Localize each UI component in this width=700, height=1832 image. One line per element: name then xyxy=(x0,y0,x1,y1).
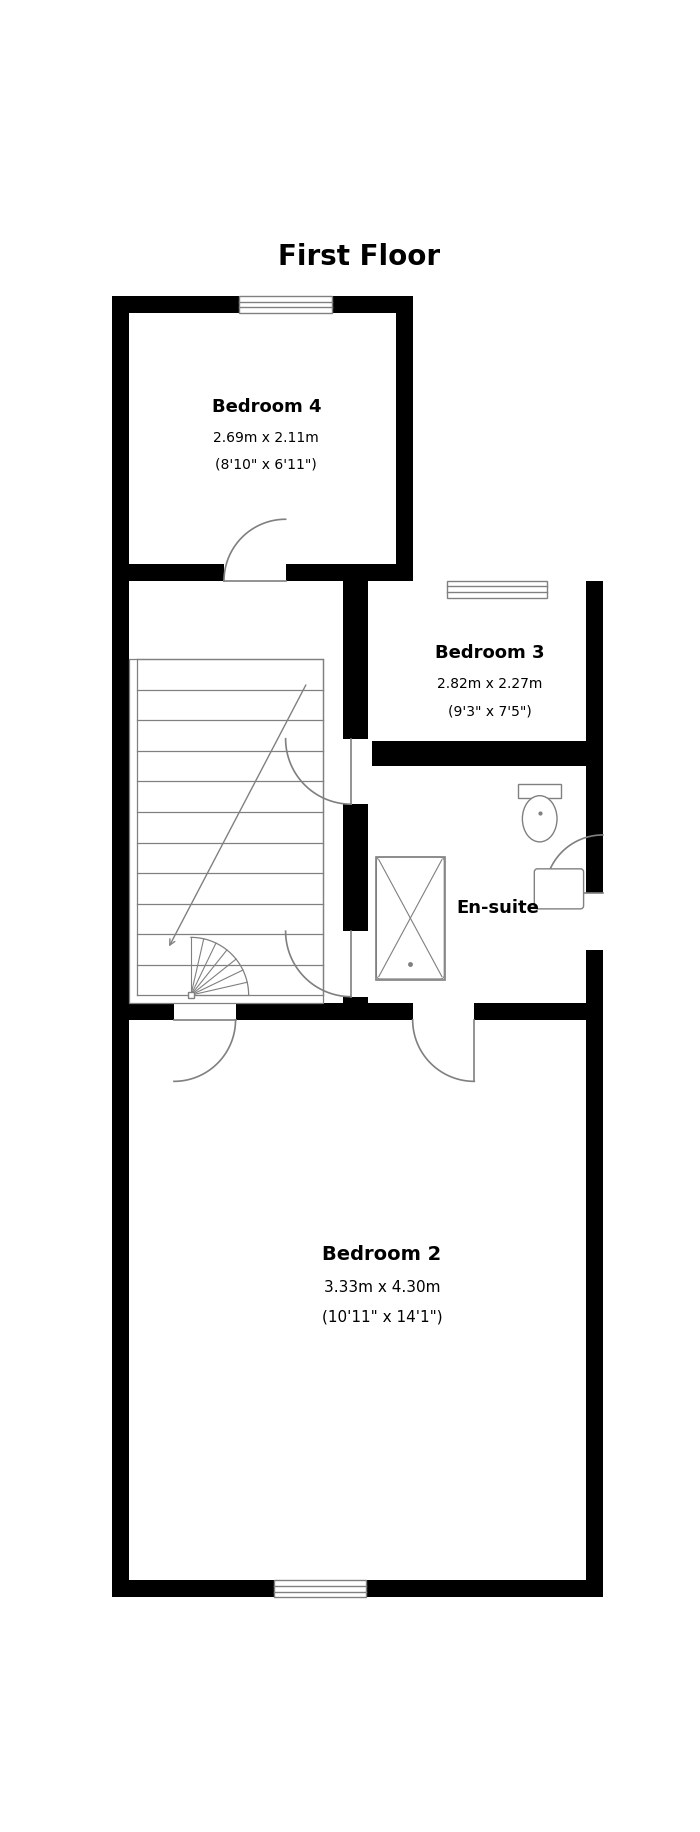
Polygon shape xyxy=(130,581,351,1004)
Text: (10'11" x 14'1"): (10'11" x 14'1") xyxy=(321,1310,442,1325)
Polygon shape xyxy=(447,581,547,599)
Polygon shape xyxy=(376,857,445,980)
Polygon shape xyxy=(342,581,360,1020)
Text: 2.69m x 2.11m: 2.69m x 2.11m xyxy=(214,431,319,445)
Ellipse shape xyxy=(522,797,557,843)
Polygon shape xyxy=(130,313,395,564)
Polygon shape xyxy=(113,297,603,1598)
Polygon shape xyxy=(412,1004,475,1037)
Polygon shape xyxy=(239,297,332,313)
Polygon shape xyxy=(274,1581,367,1598)
Polygon shape xyxy=(188,993,194,998)
Polygon shape xyxy=(174,1004,236,1037)
Polygon shape xyxy=(586,894,620,951)
Polygon shape xyxy=(239,297,332,313)
FancyBboxPatch shape xyxy=(534,870,584,909)
Polygon shape xyxy=(130,1020,586,1581)
Text: Bedroom 3: Bedroom 3 xyxy=(435,645,545,661)
Polygon shape xyxy=(274,1581,367,1598)
Text: (9'3" x 7'5"): (9'3" x 7'5") xyxy=(448,703,531,718)
Polygon shape xyxy=(334,932,372,997)
Text: (8'10" x 6'11"): (8'10" x 6'11") xyxy=(216,458,317,471)
Polygon shape xyxy=(351,749,603,768)
FancyBboxPatch shape xyxy=(377,857,444,980)
Polygon shape xyxy=(224,564,286,599)
Polygon shape xyxy=(334,740,372,804)
Text: Bedroom 2: Bedroom 2 xyxy=(322,1244,442,1262)
Polygon shape xyxy=(518,784,561,799)
Text: En-suite: En-suite xyxy=(456,898,539,916)
Polygon shape xyxy=(368,758,586,1004)
Text: Bedroom 4: Bedroom 4 xyxy=(211,398,321,416)
Text: First Floor: First Floor xyxy=(278,244,440,271)
Polygon shape xyxy=(368,581,586,742)
Text: 2.82m x 2.27m: 2.82m x 2.27m xyxy=(437,676,542,691)
Text: 3.33m x 4.30m: 3.33m x 4.30m xyxy=(323,1279,440,1293)
Polygon shape xyxy=(447,581,547,599)
